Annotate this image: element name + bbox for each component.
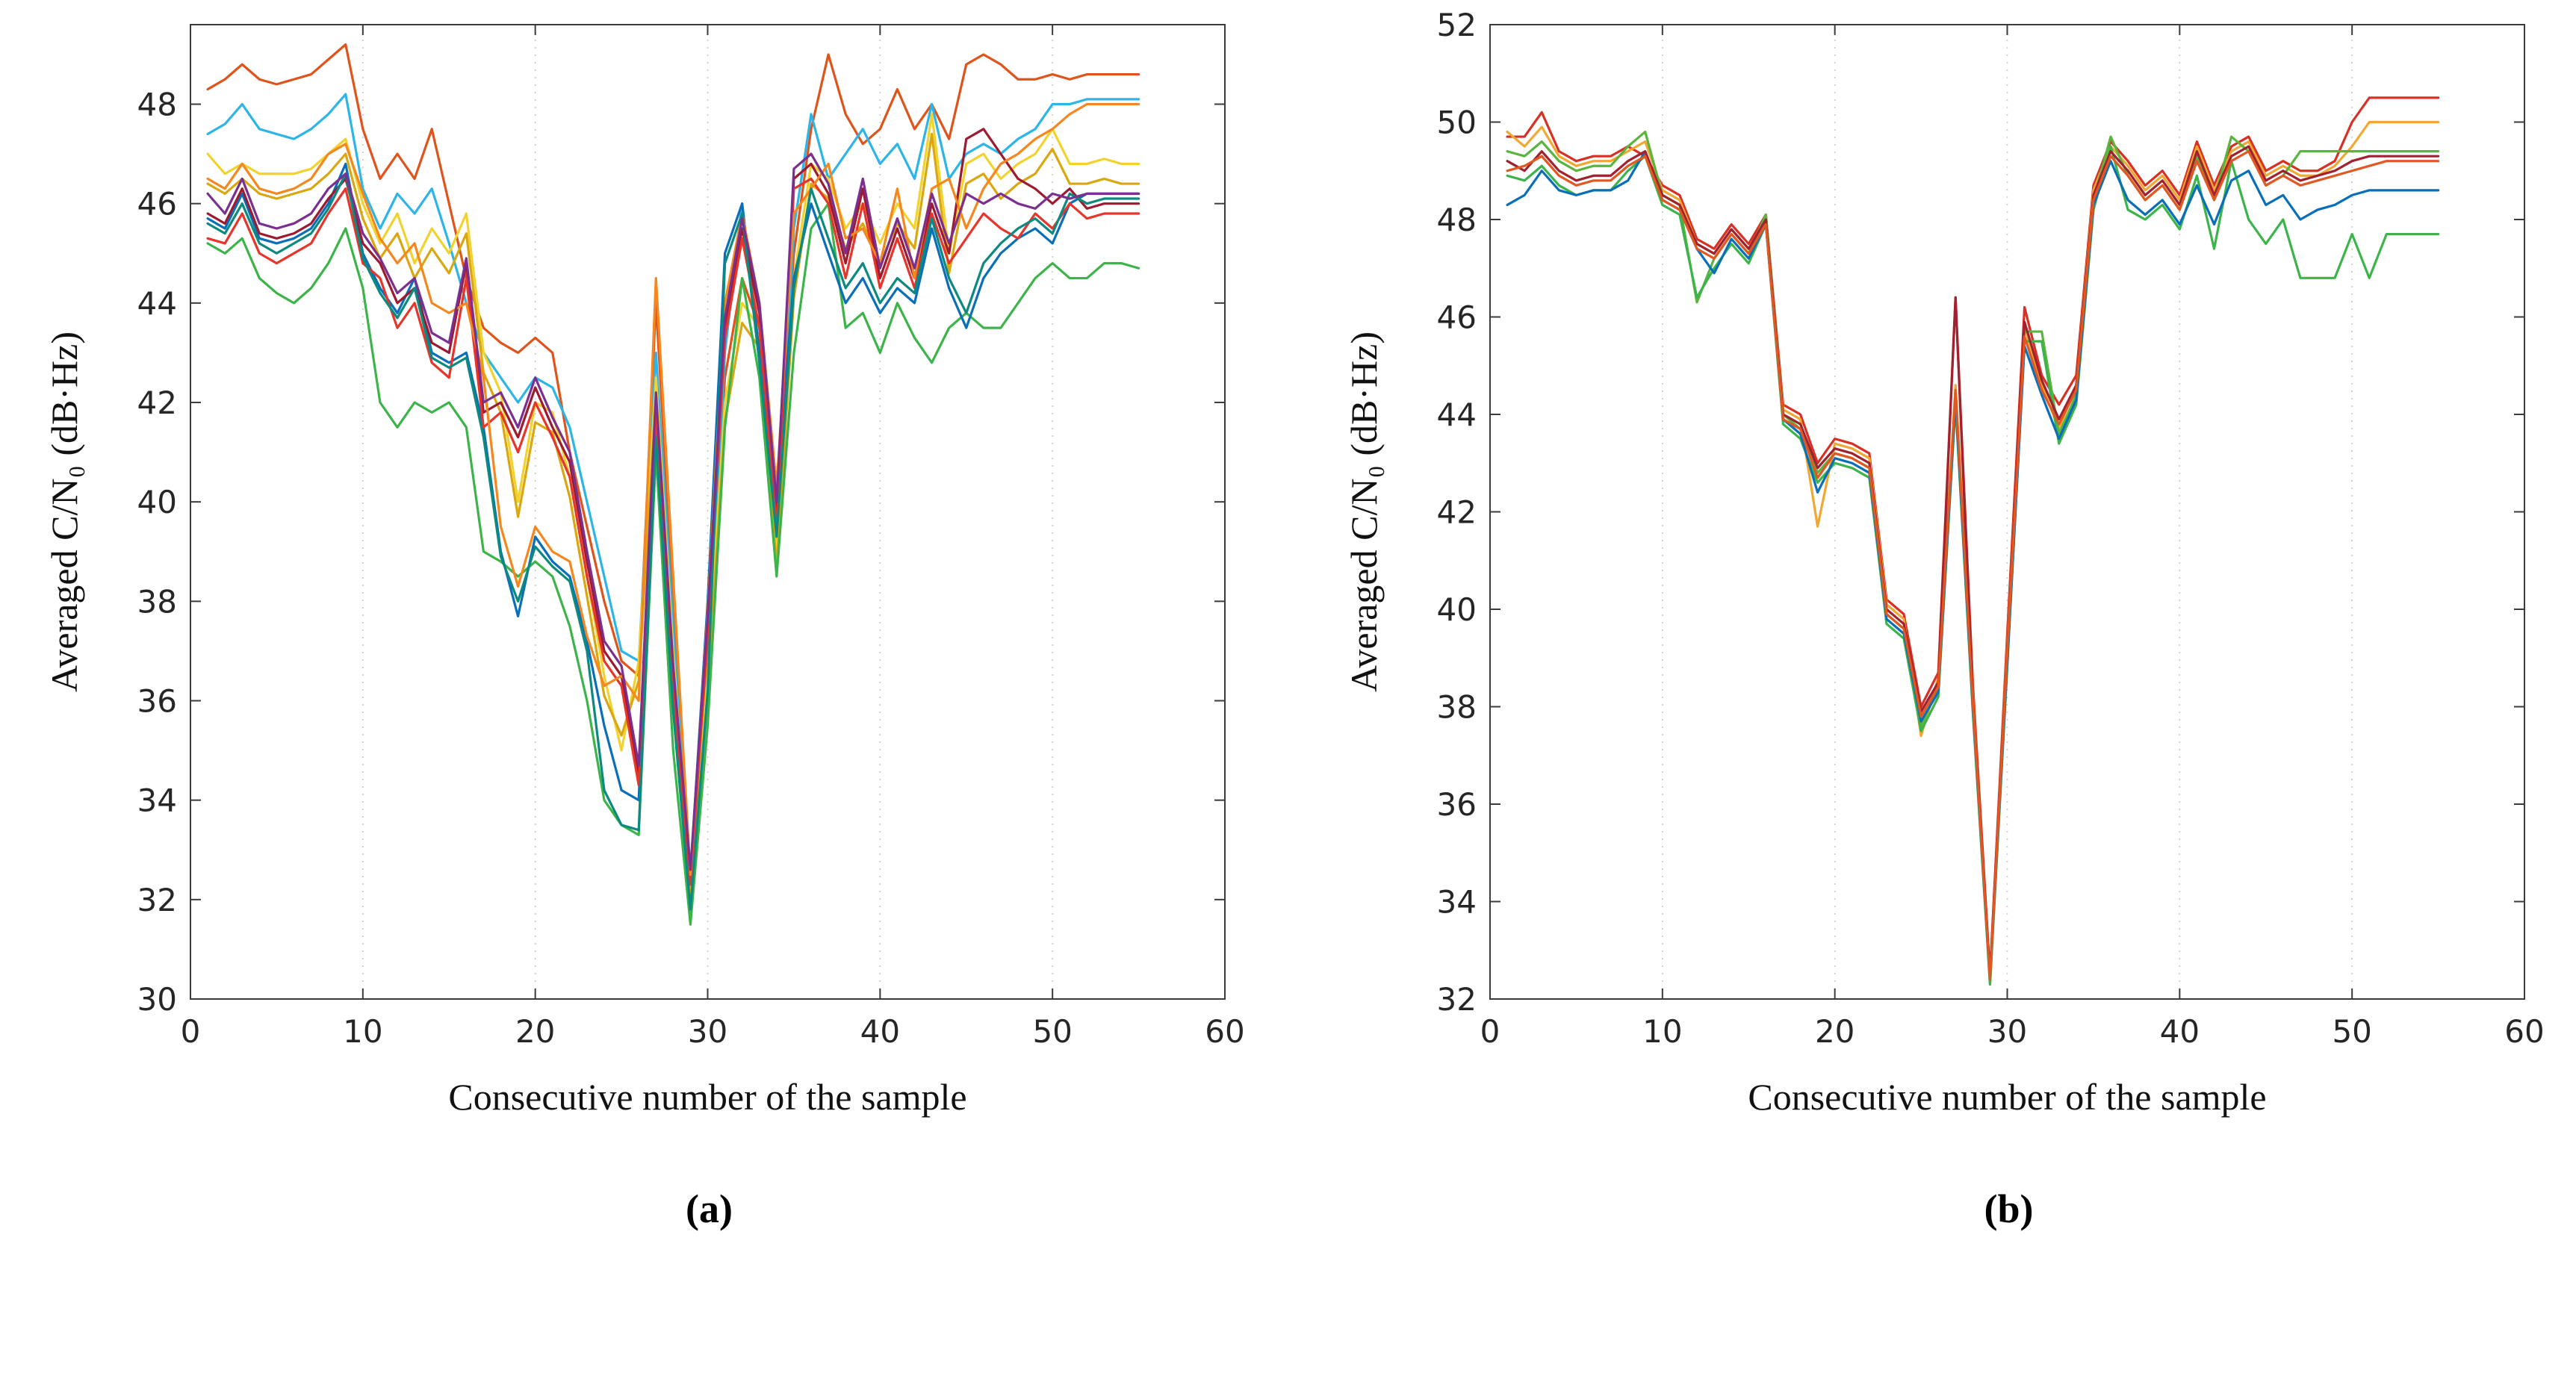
plot-box <box>1489 24 2525 1000</box>
panel-b: 0 10 20 30 40 50 60 32 34 36 38 40 42 44 46 48 50 52 Conse… <box>1333 6 2543 1232</box>
series-line-sat-1 <box>205 43 1140 886</box>
x-tick-label: 40 <box>2159 1013 2199 1050</box>
series-line-sat-8 <box>205 177 1140 886</box>
y-tick-label: 48 <box>1436 202 1476 238</box>
x-tick-label: 30 <box>687 1013 727 1050</box>
x-tick-label: 20 <box>1814 1013 1854 1050</box>
y-axis-label: Averaged C/N₀ (dB·Hz) <box>1343 332 1385 692</box>
figure-row: 0 10 20 30 40 50 60 30 32 34 36 38 40 42 44 46 48 Consecu… <box>34 6 2543 1232</box>
y-axis-label: Averaged C/N₀ (dB·Hz) <box>43 332 85 692</box>
y-tick-label: 34 <box>137 782 176 819</box>
y-tick-label: 42 <box>137 385 176 421</box>
y-tick-label: 36 <box>1436 786 1476 823</box>
series-line-sat-6 <box>205 162 1140 877</box>
x-tick-label: 60 <box>1205 1013 1244 1050</box>
caption-b: (b) <box>1984 1186 2034 1231</box>
panel-a: 0 10 20 30 40 50 60 30 32 34 36 38 40 42 44 46 48 Consecu… <box>34 6 1244 1232</box>
series-line-sat-7 <box>205 128 1140 881</box>
chart-b-canvas: 0 10 20 30 40 50 60 32 34 36 38 40 42 44 46 48 50 52 Conse… <box>1343 7 2543 1118</box>
x-tick-label: 0 <box>180 1013 200 1050</box>
series-line-sat-7 <box>1505 150 2439 981</box>
chart-a-canvas: 0 10 20 30 40 50 60 30 32 34 36 38 40 42 44 46 48 Consecu… <box>43 24 1244 1118</box>
y-tick-label: 46 <box>1436 299 1476 336</box>
y-tick-label: 44 <box>1436 396 1476 433</box>
series-line-sat-3 <box>1505 130 2439 986</box>
y-tick-label: 38 <box>1436 689 1476 726</box>
series-line-sat-10 <box>205 172 1140 911</box>
x-tick-label: 60 <box>2504 1013 2543 1050</box>
series-line-sat-2 <box>1505 120 2439 981</box>
y-tick-label: 48 <box>137 87 176 123</box>
x-tick-label: 50 <box>1032 1013 1072 1050</box>
x-tick-label: 10 <box>343 1013 382 1050</box>
y-tick-label: 36 <box>137 683 176 720</box>
y-tick-label: 40 <box>137 484 176 520</box>
y-tick-label: 32 <box>1436 981 1476 1018</box>
y-tick-label: 38 <box>137 583 176 620</box>
x-tick-label: 50 <box>2332 1013 2371 1050</box>
y-tick-label: 30 <box>137 981 176 1018</box>
y-tick-label: 46 <box>137 186 176 223</box>
series-line-sat-5 <box>205 202 1140 926</box>
x-axis-label: Consecutive number of the sample <box>1748 1076 2266 1118</box>
x-tick-label: 20 <box>515 1013 554 1050</box>
series-line-sat-11 <box>205 152 1140 871</box>
x-tick-label: 30 <box>1987 1013 2026 1050</box>
y-tick-label: 42 <box>1436 494 1476 531</box>
x-tick-label: 10 <box>1642 1013 1682 1050</box>
y-tick-label: 32 <box>137 882 176 918</box>
y-tick-label: 34 <box>1436 884 1476 921</box>
y-tick-label: 50 <box>1436 105 1476 141</box>
y-tick-label: 44 <box>137 285 176 322</box>
series-line-sat-2 <box>205 93 1140 901</box>
x-axis-label: Consecutive number of the sample <box>448 1076 966 1118</box>
series-line-sat-4 <box>205 132 1140 896</box>
series-line-sat-9 <box>205 102 1140 877</box>
series-line-sat-4 <box>1505 145 2439 986</box>
x-tick-label: 0 <box>1480 1013 1500 1050</box>
caption-a: (a) <box>686 1186 733 1231</box>
x-tick-label: 40 <box>860 1013 899 1050</box>
y-tick-label: 52 <box>1436 7 1476 43</box>
y-tick-label: 40 <box>1436 591 1476 628</box>
series-line-sat-1 <box>1505 96 2439 976</box>
plot-box <box>189 24 1226 1000</box>
